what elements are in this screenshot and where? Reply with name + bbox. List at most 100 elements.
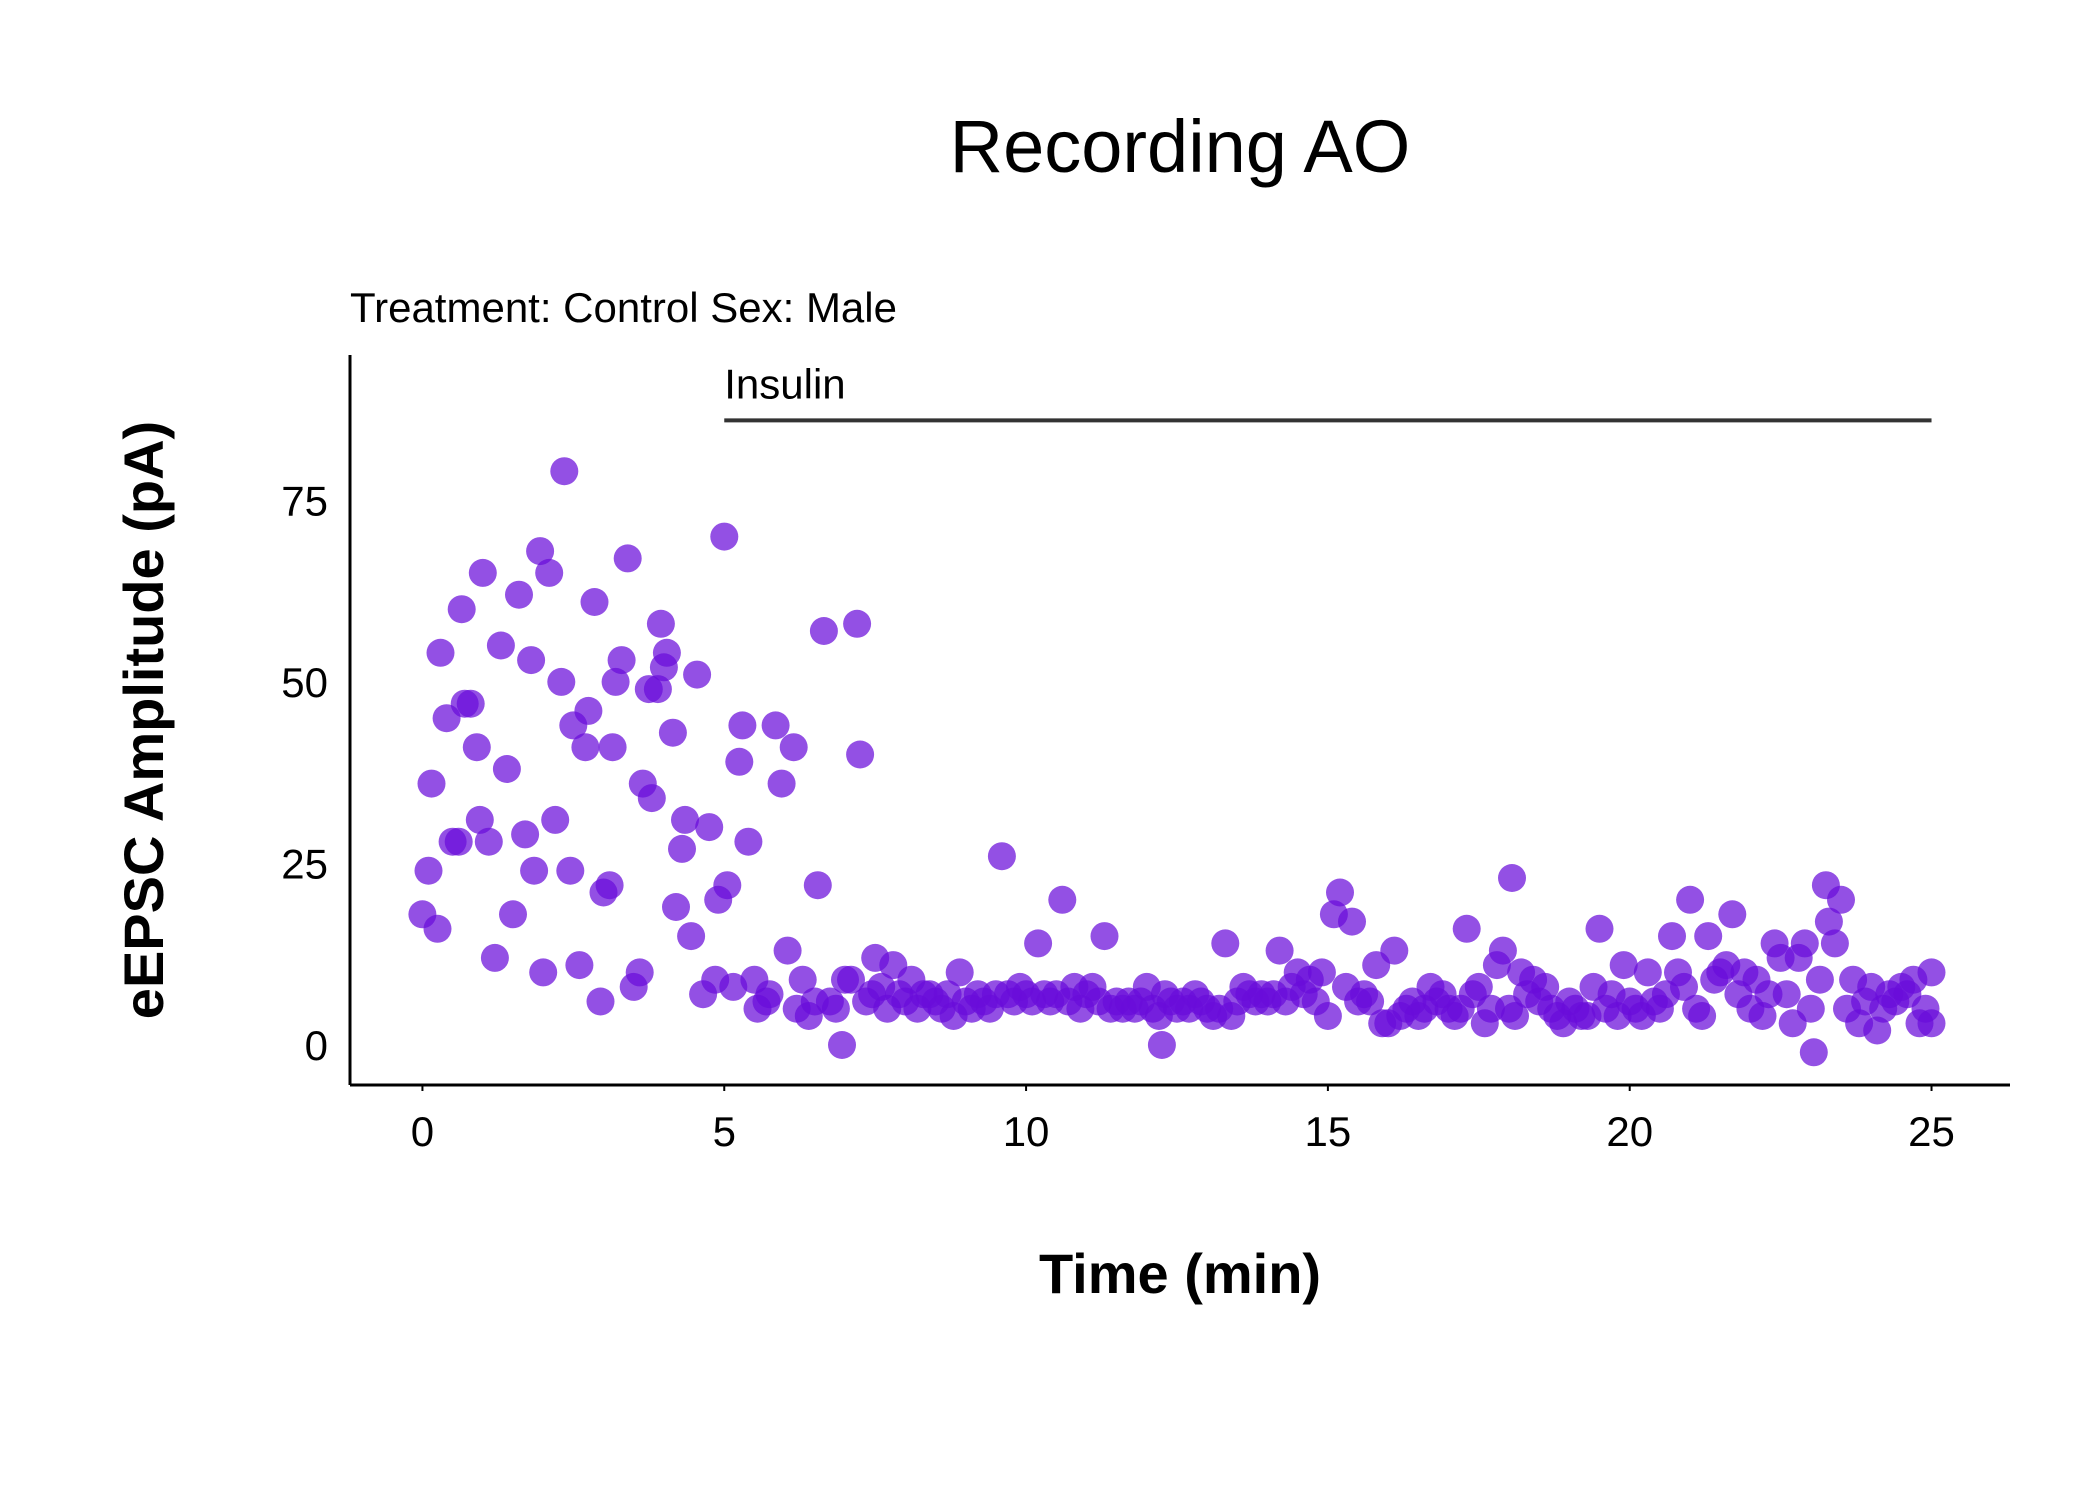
data-point — [529, 958, 558, 987]
data-point — [821, 994, 850, 1023]
data-point — [565, 951, 594, 980]
data-point — [1048, 885, 1077, 914]
x-tick-label: 0 — [411, 1108, 434, 1155]
data-point — [1265, 936, 1294, 965]
data-point — [1814, 907, 1843, 936]
data-point — [728, 711, 757, 740]
data-point — [734, 827, 763, 856]
y-axis-title: eEPSC Amplitude (pA) — [112, 421, 175, 1019]
data-point — [1633, 958, 1662, 987]
data-point — [462, 733, 491, 762]
data-point — [803, 871, 832, 900]
data-point — [677, 922, 706, 951]
data-point — [1380, 936, 1409, 965]
y-tick-label: 75 — [281, 477, 328, 524]
data-point — [1796, 994, 1825, 1023]
data-point — [1694, 922, 1723, 951]
data-point — [426, 638, 455, 667]
data-point — [414, 856, 443, 885]
data-point — [1688, 1002, 1717, 1030]
data-point — [788, 965, 817, 994]
data-point — [1531, 972, 1560, 1001]
data-point — [1863, 1016, 1892, 1045]
x-axis-title: Time (min) — [1039, 1242, 1321, 1305]
data-point — [987, 842, 1016, 871]
data-point — [423, 914, 452, 943]
data-point — [652, 638, 681, 667]
data-point — [713, 871, 742, 900]
data-point — [417, 769, 446, 798]
data-point — [755, 980, 784, 1009]
data-point — [1147, 1031, 1176, 1059]
data-point — [1718, 900, 1747, 929]
x-tick-label: 5 — [713, 1108, 736, 1155]
data-point — [1917, 958, 1946, 987]
data-point — [761, 711, 790, 740]
data-point — [1356, 987, 1385, 1016]
data-point — [574, 696, 603, 725]
x-tick-labels: 0 5 10 15 20 25 — [411, 1085, 1955, 1155]
data-point — [1313, 1002, 1342, 1030]
data-point — [547, 667, 576, 696]
data-point — [1658, 922, 1686, 951]
data-point — [843, 609, 872, 638]
data-point — [607, 646, 636, 675]
data-point — [1326, 878, 1354, 907]
data-point — [571, 733, 600, 762]
insulin-label: Insulin — [724, 360, 845, 407]
data-point — [1452, 914, 1481, 943]
data-point — [719, 972, 748, 1001]
data-point — [1790, 929, 1819, 958]
x-tick-label: 15 — [1305, 1108, 1352, 1155]
chart-title: Recording AO — [950, 105, 1411, 188]
data-point — [695, 813, 724, 842]
data-point — [1585, 914, 1614, 943]
data-point — [511, 820, 540, 849]
data-point — [1772, 980, 1801, 1009]
data-point — [828, 1031, 856, 1059]
y-tick-label: 0 — [305, 1022, 328, 1069]
x-tick-label: 25 — [1908, 1108, 1955, 1155]
data-point — [1488, 936, 1517, 965]
data-point — [465, 805, 494, 834]
data-point — [474, 827, 503, 856]
data-point — [541, 805, 570, 834]
data-point — [846, 740, 875, 769]
x-tick-label: 10 — [1003, 1108, 1050, 1155]
data-point — [646, 609, 675, 638]
y-tick-labels: 0 25 50 75 — [281, 477, 328, 1069]
data-point — [1609, 951, 1638, 980]
data-point — [556, 856, 585, 885]
data-point — [586, 987, 615, 1016]
data-point — [1090, 922, 1119, 951]
data-point — [1501, 1002, 1529, 1030]
data-point — [550, 457, 579, 486]
data-point — [725, 747, 754, 776]
data-point — [492, 755, 521, 783]
data-point — [710, 522, 739, 551]
data-point — [486, 631, 515, 660]
data-point — [773, 936, 802, 965]
data-point — [1024, 929, 1053, 958]
y-tick-label: 50 — [281, 659, 328, 706]
data-point — [1211, 929, 1240, 958]
data-point — [535, 558, 564, 587]
data-point — [668, 834, 696, 863]
data-point — [683, 660, 712, 689]
data-point — [1799, 1038, 1828, 1067]
data-point — [520, 856, 549, 885]
data-point — [637, 784, 666, 813]
data-point — [625, 958, 654, 987]
data-point — [1338, 907, 1366, 936]
data-point — [598, 733, 627, 762]
data-point — [601, 667, 630, 696]
data-point — [1805, 965, 1834, 994]
data-point — [447, 595, 476, 624]
y-tick-label: 25 — [281, 840, 328, 887]
data-point — [662, 893, 690, 921]
data-point — [767, 769, 796, 798]
data-point — [945, 958, 974, 987]
data-point — [643, 675, 672, 704]
data-point — [499, 900, 527, 929]
